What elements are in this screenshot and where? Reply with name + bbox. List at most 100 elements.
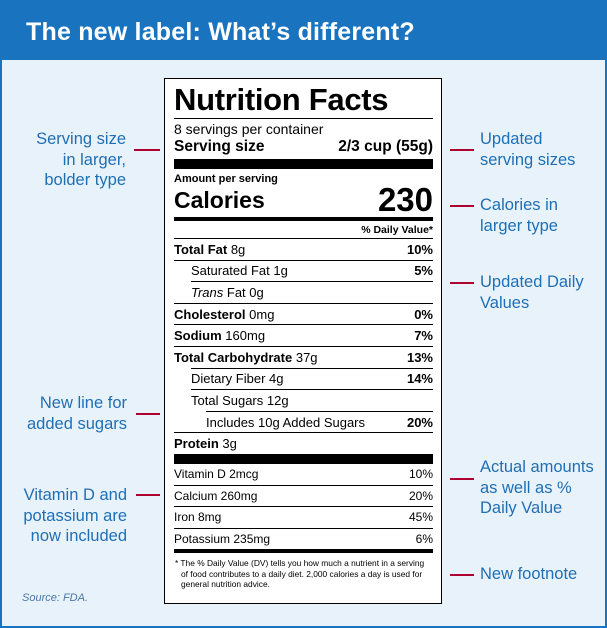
divider bbox=[191, 367, 433, 369]
callout-line: New line for bbox=[39, 394, 127, 412]
callout-line: potassium are bbox=[23, 506, 127, 525]
callout-line: Updated bbox=[480, 130, 543, 148]
callout-line: now included bbox=[30, 527, 127, 545]
callout-line: New footnote bbox=[480, 565, 578, 583]
connector-actual-amounts bbox=[450, 478, 474, 480]
serving-size-row: Serving size 2/3 cup (55g) bbox=[174, 137, 433, 156]
calories-row: Calories 230 bbox=[174, 181, 433, 218]
label-title: Nutrition Facts bbox=[174, 82, 389, 117]
nutrient-row-sodium: Sodium 160mg 7% bbox=[174, 325, 433, 346]
connector-calories bbox=[450, 205, 474, 207]
callout-line: Updated Daily bbox=[480, 273, 584, 291]
nutrient-text: Total Carbohydrate 37g bbox=[174, 349, 318, 365]
callout-footnote: New footnote bbox=[480, 564, 600, 585]
nutrient-text: Cholesterol 0mg bbox=[174, 306, 275, 322]
divider-medium bbox=[174, 549, 433, 554]
divider bbox=[174, 259, 433, 261]
amount-per-serving: Amount per serving bbox=[174, 173, 278, 185]
callout-line: Vitamin D and bbox=[23, 486, 127, 504]
divider bbox=[174, 432, 433, 434]
callout-updated-servings: Updated serving sizes bbox=[480, 129, 600, 170]
connector-footnote bbox=[450, 574, 474, 576]
nutrient-row-trans-fat: Trans Fat 0g bbox=[174, 282, 433, 303]
calories-label: Calories bbox=[174, 187, 265, 213]
nutrition-facts-label: Nutrition Facts 8 servings per container… bbox=[164, 78, 442, 604]
callout-line: Calories in bbox=[480, 196, 558, 214]
divider bbox=[174, 118, 433, 119]
nutrient-percent: 7% bbox=[414, 328, 433, 344]
vitamin-percent: 20% bbox=[408, 488, 433, 503]
servings-per-container: 8 servings per container bbox=[174, 121, 324, 137]
nutrient-percent: 13% bbox=[406, 349, 433, 365]
calories-value: 230 bbox=[377, 181, 433, 218]
label-footnote: * The % Daily Value (DV) tells you how m… bbox=[175, 558, 425, 590]
callout-vitamin-d: Vitamin D and potassium are now included bbox=[12, 485, 127, 547]
vitamin-row-vitamin-d: Vitamin D 2mcg 10% bbox=[174, 464, 433, 485]
connector-daily-values bbox=[450, 282, 474, 284]
callout-line: Serving size bbox=[36, 130, 126, 148]
callout-line: Daily Value bbox=[480, 499, 563, 517]
nutrient-text: Trans Fat 0g bbox=[191, 284, 264, 300]
nutrient-row-total-sugars: Total Sugars 12g bbox=[174, 390, 433, 411]
connector-serving-size bbox=[134, 149, 160, 151]
callout-actual-amounts: Actual amounts as well as % Daily Value bbox=[480, 457, 604, 519]
divider-thick bbox=[174, 159, 433, 169]
nutrient-row-dietary-fiber: Dietary Fiber 4g 14% bbox=[174, 369, 433, 390]
divider bbox=[174, 238, 433, 239]
connector-added-sugars bbox=[136, 413, 160, 415]
vitamin-row-calcium: Calcium 260mg 20% bbox=[174, 486, 433, 507]
callout-serving-size: Serving size in larger, bolder type bbox=[22, 129, 126, 191]
callout-line: added sugars bbox=[27, 414, 127, 433]
nutrient-text: Total Fat 8g bbox=[174, 241, 246, 257]
callout-line: serving sizes bbox=[480, 150, 576, 169]
vitamin-text: Calcium 260mg bbox=[174, 488, 258, 503]
callout-line: as well as % bbox=[480, 478, 572, 497]
divider bbox=[206, 410, 433, 412]
daily-value-header: % Daily Value* bbox=[174, 221, 433, 238]
callout-added-sugars: New line for added sugars bbox=[12, 393, 127, 434]
vitamin-percent: 6% bbox=[415, 532, 433, 547]
divider-medium bbox=[174, 217, 433, 221]
nutrient-row-total-fat: Total Fat 8g 10% bbox=[174, 239, 433, 260]
callout-line: larger type bbox=[480, 216, 558, 235]
vitamin-row-potassium: Potassium 235mg 6% bbox=[174, 529, 433, 550]
callout-line: Values bbox=[480, 293, 530, 312]
nutrient-percent: 14% bbox=[406, 371, 433, 387]
divider bbox=[174, 302, 433, 304]
nutrient-row-added-sugars: Includes 10g Added Sugars 20% bbox=[174, 412, 433, 433]
divider bbox=[174, 484, 433, 486]
vitamin-text: Potassium 235mg bbox=[174, 532, 271, 547]
vitamin-text: Vitamin D 2mcg bbox=[174, 467, 259, 482]
callout-daily-values: Updated Daily Values bbox=[480, 272, 600, 313]
serving-size-value: 2/3 cup (55g) bbox=[338, 138, 433, 155]
divider bbox=[191, 281, 433, 283]
callout-line: in larger, bbox=[62, 150, 126, 169]
nutrient-percent: 10% bbox=[406, 241, 433, 257]
nutrient-text: Total Sugars 12g bbox=[191, 392, 289, 408]
vitamin-percent: 45% bbox=[408, 510, 433, 525]
daily-value-header-text: % Daily Value* bbox=[361, 223, 433, 236]
vitamin-text: Iron 8mg bbox=[174, 510, 222, 525]
source-note: Source: FDA. bbox=[22, 592, 89, 604]
divider bbox=[174, 506, 433, 508]
vitamin-row-iron: Iron 8mg 45% bbox=[174, 507, 433, 528]
page-title: The new label: What’s different? bbox=[2, 2, 605, 60]
nutrient-percent: 20% bbox=[406, 414, 433, 430]
nutrient-percent: 5% bbox=[414, 263, 433, 279]
divider bbox=[174, 345, 433, 347]
nutrient-row-protein: Protein 3g bbox=[174, 433, 433, 454]
nutrient-row-saturated-fat: Saturated Fat 1g 5% bbox=[174, 261, 433, 282]
callout-line: bolder type bbox=[44, 171, 126, 189]
nutrient-text: Dietary Fiber 4g bbox=[191, 371, 284, 387]
nutrient-percent: 0% bbox=[414, 306, 433, 322]
divider-thick bbox=[174, 453, 433, 464]
divider bbox=[174, 527, 433, 529]
callout-calories: Calories in larger type bbox=[480, 195, 600, 236]
nutrient-text: Saturated Fat 1g bbox=[191, 263, 288, 279]
serving-size-label: Serving size bbox=[174, 138, 265, 155]
nutrient-text: Includes 10g Added Sugars bbox=[206, 414, 366, 430]
nutrient-row-cholesterol: Cholesterol 0mg 0% bbox=[174, 304, 433, 325]
divider bbox=[174, 324, 433, 326]
connector-vitamin-d bbox=[136, 494, 160, 496]
nutrient-text: Protein 3g bbox=[174, 436, 237, 452]
